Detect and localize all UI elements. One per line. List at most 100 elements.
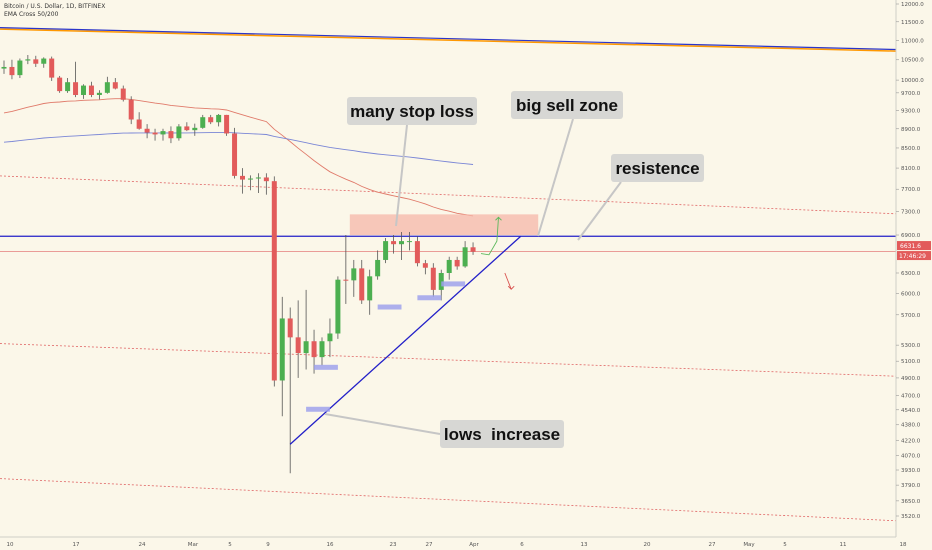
callout-pointer [324,413,441,435]
y-tick-label: 11000.0 [901,38,924,44]
sell-zone-layer [349,214,539,236]
ema-200-line [3,131,474,165]
y-tick-label: 10500.0 [901,58,924,64]
candle-down [263,177,269,182]
low-mark [377,304,402,310]
candle-up [367,276,373,301]
x-tick-label: 23 [390,542,397,548]
candle-down [120,88,126,100]
candle-down [287,318,293,338]
callout-pointer [537,118,574,237]
candle-down [57,77,63,92]
price-label: 6631.6 [900,243,921,250]
ema-50-line [3,98,474,217]
y-tick-label: 10000.0 [901,78,924,84]
candle-up [96,92,102,95]
y-tick-label: 9700.0 [901,91,921,97]
x-tick-label: 9 [266,542,270,548]
callouts-layer: many stop loss big sell zone resistence low… [324,91,704,448]
candle-up [17,60,23,76]
candle-down [240,175,245,180]
candle-down [128,99,134,120]
dashed-lines-layer [0,175,897,522]
x-tick-label: 6 [520,542,524,548]
candle-up [104,82,110,93]
candle-up [406,241,412,243]
candle-down [112,82,118,89]
candle-up [216,114,222,123]
y-tick-label: 6000.0 [901,291,921,297]
candle-up [351,268,357,281]
candle-up [160,131,166,135]
y-tick-label: 3790.0 [901,483,921,489]
y-tick-label: 5100.0 [901,359,921,365]
callout-box [611,154,704,182]
y-tick-label: 3650.0 [901,499,921,505]
candle-up [375,259,381,277]
y-tick-label: 7300.0 [901,209,921,215]
x-tick-label: 10 [7,542,14,548]
level-lines-layer [0,235,896,252]
candle-down [470,247,476,252]
ascending-trendline [289,235,522,445]
moving-averages-layer [0,27,897,217]
sell-zone-box [349,214,539,236]
callout-pointer [577,181,622,241]
y-tick-label: 11500.0 [901,20,924,26]
candle-up [303,341,309,354]
candle-up [446,259,452,273]
callout-box [347,97,477,125]
y-tick-label: 6300.0 [901,271,921,277]
callout-label: resistence [615,159,699,178]
candle-up [192,127,198,131]
x-tick-label: 18 [900,542,907,548]
y-axis: 12000.0 11500.0 11000.0 10500.0 10000.0 9700.… [895,0,931,537]
callout-label: lows increase [444,425,560,444]
arrow-down-icon [507,285,515,290]
candle-down [271,181,277,381]
y-tick-label: 4380.0 [901,423,921,429]
indicator-title: EMA Cross 50/200 [4,11,59,18]
candle-down [168,131,174,139]
candle-down [224,114,230,134]
candle-down [454,259,460,267]
candle-down [73,82,79,95]
symbol-title: Bitcoin / U.S. Dollar, 1D, BITFINEX [4,3,106,10]
candle-down [9,66,15,76]
low-mark [314,364,338,370]
y-tick-label: 4900.0 [901,376,921,382]
y-tick-label: 3520.0 [901,514,921,520]
x-tick-label: 11 [840,542,847,548]
candle-down [88,85,94,95]
arrow-up-icon [495,216,502,221]
chart-legend: Bitcoin / U.S. Dollar, 1D, BITFINEX EMA … [4,3,105,19]
countdown-label-bg [897,251,931,261]
callout-box [511,91,623,119]
candle-up [399,241,404,245]
candle-down [295,337,301,354]
candle-down [33,59,39,64]
projection-down-path [504,272,512,290]
y-tick-label: 4540.0 [901,408,921,414]
candle-up [200,117,206,128]
x-tick-label: May [743,542,755,548]
candle-up [1,66,7,69]
x-tick-label: 17 [73,542,80,548]
candle-up [279,318,285,381]
low-mark [441,281,466,287]
y-tick-label: 7700.0 [901,187,921,193]
x-tick-label: 20 [644,542,651,548]
y-tick-label: 8100.0 [901,166,921,172]
x-tick-label: 27 [426,542,433,548]
x-tick-label: 5 [783,542,787,548]
low-mark [306,406,330,412]
candle-up [319,341,325,358]
x-tick-label: 24 [139,542,146,548]
y-tick-label: 4070.0 [901,453,921,459]
y-tick-label: 6900.0 [901,233,921,239]
callout-label: many stop loss [350,102,474,121]
candles-layer [1,55,476,474]
y-tick-label: 9300.0 [901,108,921,114]
candle-down [391,241,397,245]
